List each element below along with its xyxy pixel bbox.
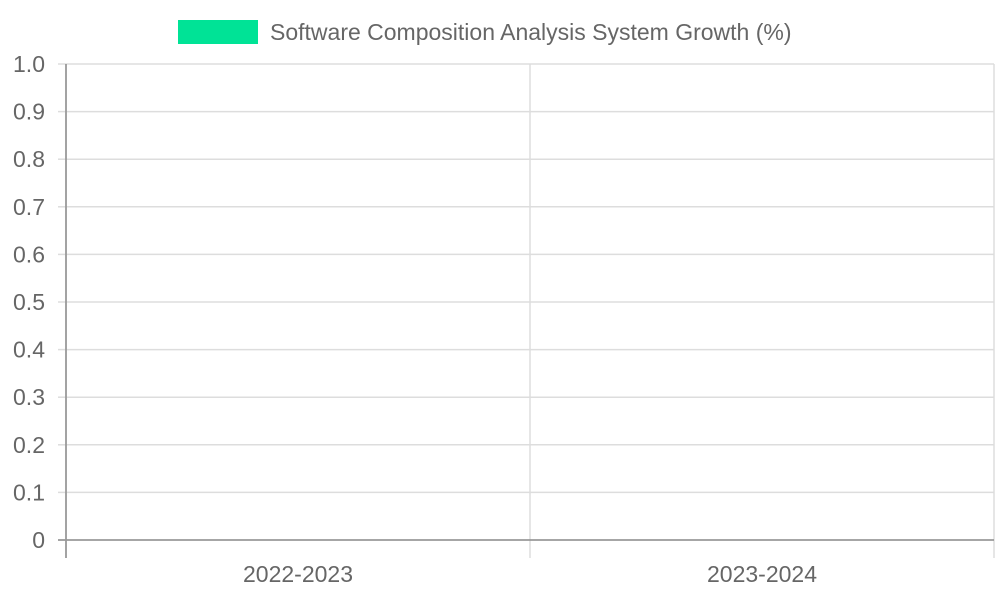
y-tick-labels: 0 0.1 0.2 0.3 0.4 0.5 0.6 0.7 0.8 0.9 1.0 <box>13 51 45 553</box>
y-tick-label: 0.7 <box>13 194 45 220</box>
y-tick-label: 0.1 <box>13 479 45 505</box>
y-tick-label: 0.9 <box>13 99 45 125</box>
y-tick-label: 0.8 <box>13 146 45 172</box>
y-tick-label: 1.0 <box>13 51 45 77</box>
y-tick-label: 0.2 <box>13 432 45 458</box>
legend-swatch <box>178 20 258 44</box>
y-tick-label: 0 <box>32 527 45 553</box>
y-tick-label: 0.6 <box>13 241 45 267</box>
grid-lines <box>58 63 995 558</box>
y-tick-label: 0.3 <box>13 384 45 410</box>
y-tick-label: 0.5 <box>13 289 45 315</box>
x-tick-labels: 2022-2023 2023-2024 <box>243 561 817 587</box>
x-tick-label: 2023-2024 <box>707 561 817 587</box>
legend-label: Software Composition Analysis System Gro… <box>270 19 792 45</box>
y-tick-label: 0.4 <box>13 337 45 363</box>
legend[interactable]: Software Composition Analysis System Gro… <box>178 19 792 45</box>
axes <box>58 64 994 558</box>
x-tick-label: 2022-2023 <box>243 561 353 587</box>
